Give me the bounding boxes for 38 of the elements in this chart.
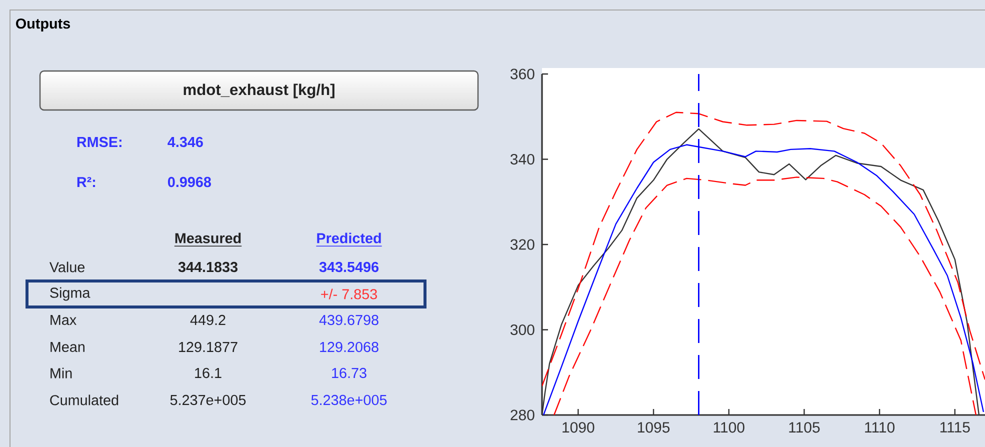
text: 4.346 <box>168 136 203 148</box>
text: Min <box>50 368 72 378</box>
text: Value <box>49 262 85 272</box>
text: Cumulated <box>50 394 118 406</box>
text: 5.237e+005 <box>170 394 246 406</box>
text: Predicted <box>317 232 381 244</box>
text: Max <box>50 314 76 326</box>
text: RMSE: <box>77 136 122 148</box>
y-tick-label: 320 <box>510 239 534 250</box>
x-tick-label: 1090 <box>562 422 594 433</box>
text: 449.2 <box>190 314 226 326</box>
text: R²: <box>77 176 96 188</box>
text: 5.238e+005 <box>311 394 387 406</box>
text: Sigma <box>50 287 90 301</box>
x-tick-label: 1100 <box>714 422 744 433</box>
text: 129.2068 <box>320 342 378 352</box>
y-tick-label: 360 <box>510 68 534 80</box>
text: Measured <box>175 232 241 244</box>
text: 343.5496 <box>319 262 379 272</box>
x-tick-label: 1110 <box>865 422 895 433</box>
text: 16.73 <box>332 368 366 378</box>
line-series <box>542 112 985 387</box>
text: 0.9968 <box>168 176 211 188</box>
text: +/- 7.853 <box>321 288 377 300</box>
text: Outputs <box>16 18 70 32</box>
x-tick-label: 1115 <box>940 422 970 433</box>
text: Mean <box>50 342 84 352</box>
y-tick-label: 300 <box>510 324 534 336</box>
text: 16.1 <box>195 368 222 378</box>
y-tick-label: 280 <box>510 410 534 420</box>
y-tick-label: 340 <box>510 154 534 165</box>
text: mdot_exhaust [kg/h] <box>184 84 334 98</box>
x-tick-label: 1105 <box>789 422 820 433</box>
text: 344.1833 <box>178 262 238 272</box>
text: 439.6798 <box>319 314 378 326</box>
line-series <box>553 176 977 415</box>
text: 129.1877 <box>179 342 238 352</box>
x-tick-label: 1095 <box>638 422 670 433</box>
